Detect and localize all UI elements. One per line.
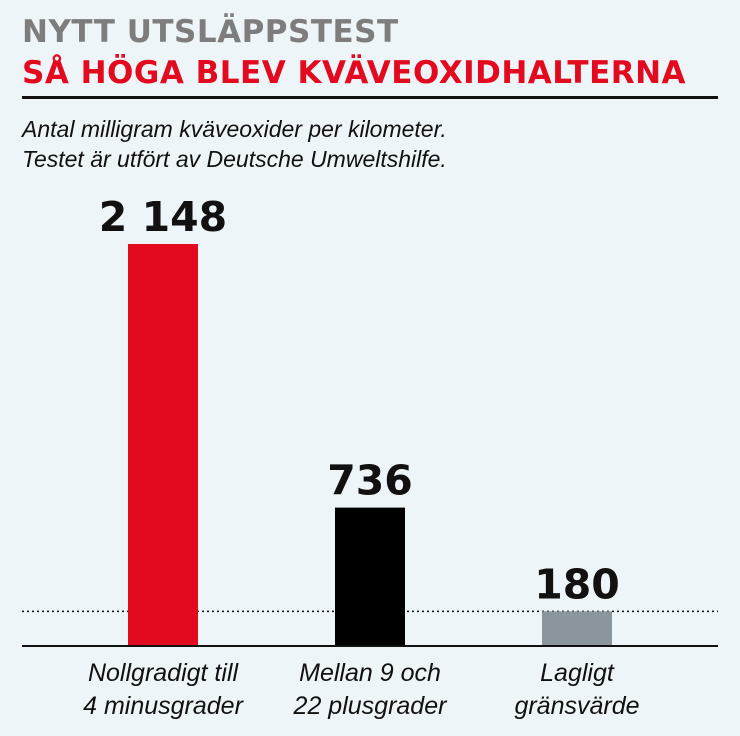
category-label-0-line-0: Nollgradigt till	[88, 659, 240, 687]
category-label-1-line-0: Mellan 9 och	[299, 659, 441, 687]
bar-value-label-2: 180	[534, 560, 620, 608]
bar-0	[128, 244, 198, 645]
chart-kicker: NYTT UTSLÄPPSTEST	[22, 14, 399, 50]
subtitle-line-2: Testet är utfört av Deutsche Umweltshilf…	[22, 146, 447, 172]
category-label-0-line-1: 4 minusgrader	[83, 692, 244, 720]
bar-value-label-0: 2 148	[99, 193, 227, 241]
bar-value-label-1: 736	[327, 457, 413, 505]
bar-2	[542, 611, 612, 645]
category-label-2-line-0: Lagligt	[540, 659, 615, 687]
header-rule	[22, 96, 718, 99]
bar-1	[335, 507, 405, 645]
category-label-2-line-1: gränsvärde	[514, 692, 639, 720]
category-label-1-line-1: 22 plusgrader	[293, 692, 449, 720]
subtitle-line-1: Antal milligram kväveoxider per kilomete…	[22, 116, 447, 142]
chart-headline: SÅ HÖGA BLEV KVÄVEOXIDHALTERNA	[22, 55, 687, 91]
